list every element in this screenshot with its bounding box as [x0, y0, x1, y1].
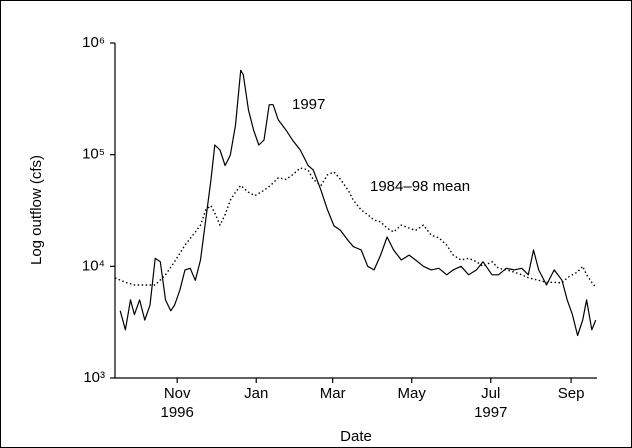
x-tick-label: Nov [164, 385, 191, 402]
x-year-label: 1997 [474, 404, 507, 421]
y-tick-label: 10³ [83, 369, 105, 386]
x-tick-label: May [398, 385, 427, 402]
x-tick-label: Sep [558, 385, 585, 402]
x-year-label: 1996 [161, 404, 194, 421]
annotation: 1997 [292, 96, 325, 113]
x-axis-title: Date [340, 428, 372, 445]
x-tick-label: Jan [244, 385, 268, 402]
annotation: 1984–98 mean [370, 178, 470, 195]
x-tick-label: Mar [320, 385, 346, 402]
y-axis-title: Log outflow (cfs) [28, 155, 45, 265]
y-tick-label: 10⁶ [82, 34, 105, 51]
x-tick-label: Jul [481, 385, 500, 402]
y-tick-label: 10⁵ [82, 146, 105, 163]
y-tick-label: 10⁴ [82, 257, 105, 274]
series-line [119, 69, 597, 337]
